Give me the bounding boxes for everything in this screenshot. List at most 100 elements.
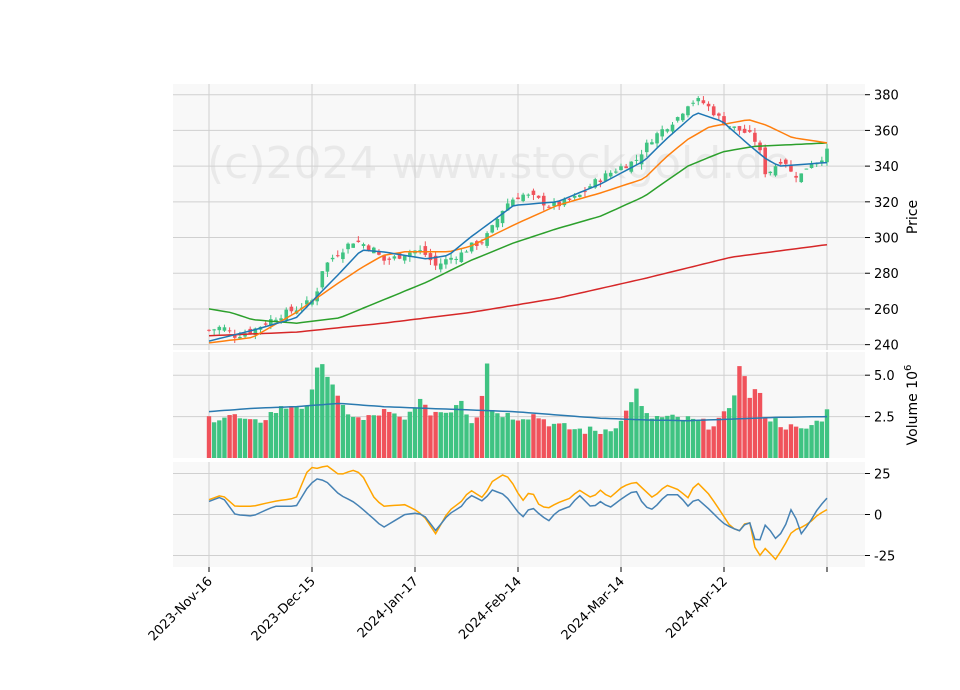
candle-body <box>717 113 721 116</box>
volume-bar <box>711 426 716 458</box>
candle-body <box>624 166 628 169</box>
x-tick-label: 2024-Apr-12 <box>663 574 730 641</box>
volume-bar <box>551 423 557 458</box>
candle-body <box>263 323 268 325</box>
volume-bar <box>716 417 722 458</box>
candle-body <box>572 195 577 198</box>
candle-body <box>706 103 711 107</box>
volume-bar <box>696 420 701 458</box>
volume-bar <box>217 420 222 458</box>
volume-bar <box>294 406 299 458</box>
candle-body <box>516 197 520 200</box>
volume-bar <box>448 412 454 458</box>
candle-body <box>691 102 695 104</box>
volume-bar <box>783 429 788 458</box>
volume-bar <box>567 429 572 458</box>
volume-bar <box>541 419 546 458</box>
candle-body <box>773 166 778 176</box>
volume-bar <box>253 419 258 458</box>
volume-bar <box>284 408 289 458</box>
price-tick-label: 300 <box>874 232 899 247</box>
volume-bar <box>763 417 768 458</box>
volume-bar <box>644 413 649 458</box>
volume-bar <box>675 416 680 458</box>
volume-bar <box>459 400 464 458</box>
x-tick-label: 2024-Feb-14 <box>456 574 525 643</box>
candle-body <box>711 106 716 116</box>
candle-body <box>392 256 397 259</box>
candle-body <box>253 328 258 335</box>
candle-body <box>696 98 701 102</box>
volume-bar <box>690 418 696 458</box>
candle-body <box>768 171 773 174</box>
candle-body <box>737 126 742 131</box>
volume-bar <box>263 420 268 458</box>
volume-tick-label: 2.5 <box>874 411 895 426</box>
volume-tick-label: 5.0 <box>874 369 895 384</box>
volume-bar <box>412 408 418 458</box>
volume-bar <box>598 433 603 458</box>
candle-body <box>268 319 273 326</box>
ma-10-line <box>208 112 828 342</box>
candle-body <box>408 252 412 257</box>
volume-bar <box>479 395 485 458</box>
candle-body <box>634 159 639 161</box>
volume-bar <box>608 431 613 458</box>
candle-body <box>279 318 283 321</box>
volume-bar <box>304 405 310 458</box>
candle-body <box>557 201 562 207</box>
candle-body <box>320 271 325 288</box>
candle-body <box>799 173 804 183</box>
volume-exponent: 6 <box>903 365 914 371</box>
candle-body <box>351 243 356 248</box>
price-tick-label: 380 <box>874 89 899 104</box>
candle-body <box>444 259 448 265</box>
candle-body <box>639 154 644 165</box>
volume-bar <box>809 425 814 458</box>
candle-body <box>346 243 350 250</box>
candle-body <box>366 245 371 251</box>
volume-bar <box>618 420 624 458</box>
candle-body <box>732 126 737 128</box>
volume-bar <box>562 423 567 458</box>
price-tick-label: 340 <box>874 160 899 175</box>
volume-bar <box>289 406 294 458</box>
volume-bar <box>464 414 469 458</box>
candle-body <box>274 319 278 322</box>
volume-bar <box>206 416 212 458</box>
candle-body <box>464 251 469 253</box>
indicator-tick-label: 25 <box>874 467 891 482</box>
volume-bar <box>582 433 588 458</box>
volume-bar <box>793 426 799 458</box>
candle-body <box>619 166 623 171</box>
volume-bar <box>732 395 737 458</box>
x-tick-label: 2024-Mar-14 <box>559 574 628 643</box>
volume-bar <box>593 430 598 458</box>
volume-bar <box>258 422 263 458</box>
indicator-blue-line <box>208 478 828 541</box>
volume-bar <box>428 415 433 458</box>
price-tick-label: 320 <box>874 196 899 211</box>
volume-bar <box>320 364 325 458</box>
candle-body <box>418 250 422 252</box>
candle-body <box>567 198 572 200</box>
candle-body <box>588 186 592 189</box>
price-tick-label: 240 <box>874 339 899 354</box>
candle-body <box>577 194 582 197</box>
indicator-tick-label: -25 <box>874 550 895 565</box>
candle-body <box>778 161 783 164</box>
volume-bar <box>804 428 809 458</box>
candle-body <box>825 148 829 163</box>
volume-bar <box>330 384 335 458</box>
candle-body <box>402 255 407 261</box>
x-tick-label: 2023-Dec-15 <box>249 574 319 644</box>
volume-bar <box>356 417 361 458</box>
volume-bar <box>577 428 582 458</box>
candle-body <box>614 171 618 173</box>
candle-body <box>361 244 366 247</box>
volume-bar <box>423 404 428 458</box>
volume-bar <box>490 410 495 458</box>
candle-body <box>650 142 654 145</box>
volume-bar <box>670 414 675 458</box>
